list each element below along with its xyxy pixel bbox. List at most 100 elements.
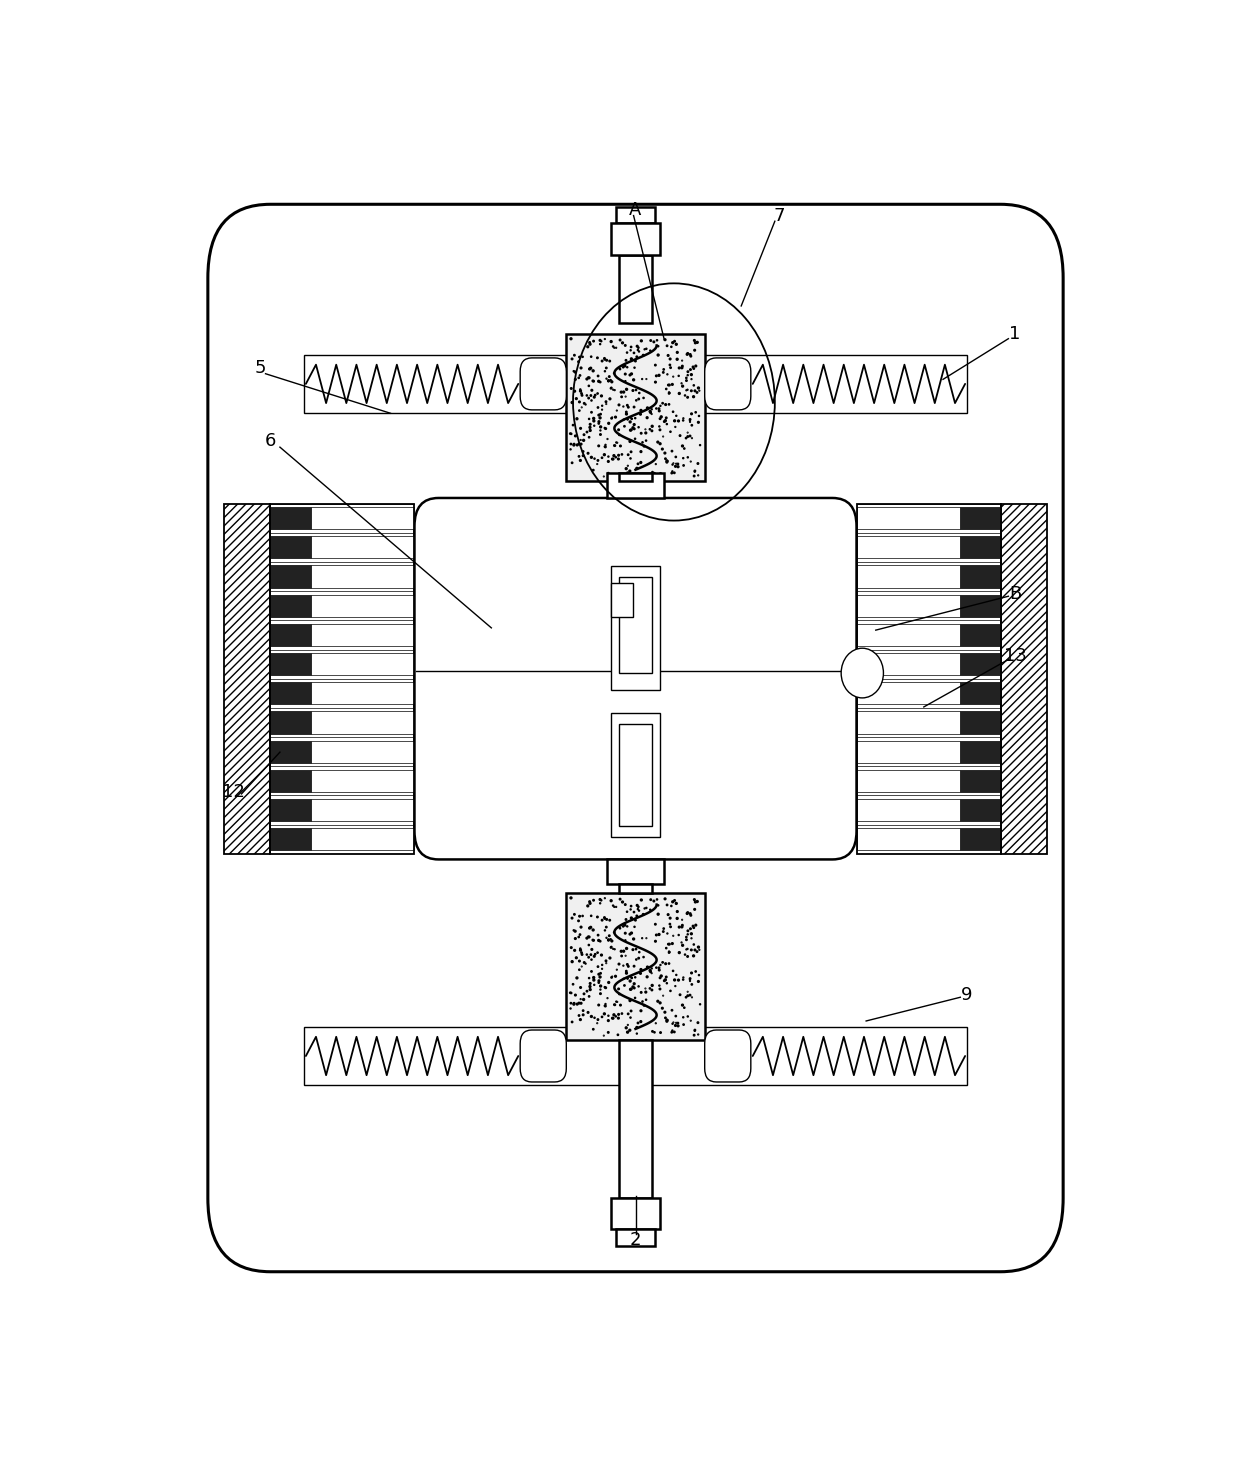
Point xyxy=(601,377,621,400)
Point xyxy=(625,349,645,373)
Point xyxy=(579,386,599,409)
Point xyxy=(681,1009,701,1033)
Point xyxy=(588,1008,608,1031)
Point xyxy=(653,917,673,940)
Point xyxy=(684,939,704,962)
Bar xyxy=(857,537,960,559)
Point xyxy=(641,329,661,352)
Bar xyxy=(567,334,704,481)
Point xyxy=(596,356,616,380)
Point xyxy=(599,445,619,468)
Point xyxy=(583,929,603,952)
Bar xyxy=(270,800,311,822)
Point xyxy=(650,974,670,998)
Point xyxy=(649,398,668,421)
Point xyxy=(614,408,634,431)
Point xyxy=(656,968,676,992)
Point xyxy=(611,380,631,403)
Point xyxy=(651,1021,671,1045)
Point xyxy=(589,929,609,952)
Point xyxy=(599,1009,619,1033)
Point xyxy=(599,365,619,389)
Point xyxy=(564,359,584,383)
Point xyxy=(662,461,682,484)
Point xyxy=(565,927,585,951)
Point xyxy=(610,329,630,352)
Point xyxy=(631,888,651,911)
Point xyxy=(596,390,616,414)
Point xyxy=(672,930,692,954)
Point xyxy=(644,889,663,912)
FancyBboxPatch shape xyxy=(704,358,751,409)
Point xyxy=(620,923,640,946)
Point xyxy=(606,336,626,359)
Point xyxy=(599,462,619,486)
Point xyxy=(601,376,621,399)
Point xyxy=(637,965,657,989)
Point xyxy=(590,978,610,1002)
Point xyxy=(647,888,667,911)
Point xyxy=(604,921,624,945)
Point xyxy=(675,384,694,408)
Point xyxy=(622,417,642,440)
Point xyxy=(650,967,670,990)
Point xyxy=(636,421,656,445)
Point xyxy=(588,449,608,472)
Point xyxy=(684,464,704,487)
Point xyxy=(567,992,587,1015)
Point xyxy=(564,433,584,456)
Point xyxy=(687,330,707,354)
Point xyxy=(608,464,627,487)
Bar xyxy=(960,623,1001,645)
Point xyxy=(682,961,702,984)
Point xyxy=(584,406,604,430)
Point xyxy=(660,907,680,930)
Point xyxy=(620,447,640,471)
Point xyxy=(584,370,604,393)
Point xyxy=(668,364,688,387)
Point xyxy=(625,986,645,1009)
Point xyxy=(627,462,647,486)
Point xyxy=(637,396,657,420)
Point xyxy=(584,386,604,409)
Point xyxy=(627,904,647,927)
Point xyxy=(677,902,697,926)
Point xyxy=(642,420,662,443)
Point xyxy=(681,345,701,368)
Point xyxy=(578,1000,598,1024)
Bar xyxy=(311,565,414,588)
Bar xyxy=(619,474,652,481)
Point xyxy=(670,356,689,380)
Text: 12: 12 xyxy=(222,783,246,801)
Point xyxy=(569,345,589,368)
Point xyxy=(565,920,585,943)
Text: 7: 7 xyxy=(774,207,785,224)
Point xyxy=(585,942,605,965)
Point xyxy=(579,367,599,390)
Point xyxy=(644,330,663,354)
Point xyxy=(660,952,680,976)
Point xyxy=(683,355,703,378)
Bar xyxy=(270,741,311,763)
Point xyxy=(672,371,692,395)
Point xyxy=(593,956,613,980)
Point xyxy=(678,945,698,968)
Point xyxy=(684,1020,704,1043)
Point xyxy=(637,955,657,978)
Point xyxy=(609,422,629,446)
Point xyxy=(670,424,689,447)
Point xyxy=(600,387,620,411)
Point xyxy=(662,932,682,955)
Point xyxy=(682,427,702,450)
Point xyxy=(622,378,642,402)
Bar xyxy=(857,565,960,588)
Point xyxy=(681,967,701,990)
Point xyxy=(640,339,660,362)
Point xyxy=(634,343,653,367)
Point xyxy=(678,1005,698,1028)
Point xyxy=(682,986,702,1009)
Point xyxy=(562,422,582,446)
Point xyxy=(604,937,624,961)
Point xyxy=(625,356,645,380)
Point xyxy=(620,1018,640,1042)
